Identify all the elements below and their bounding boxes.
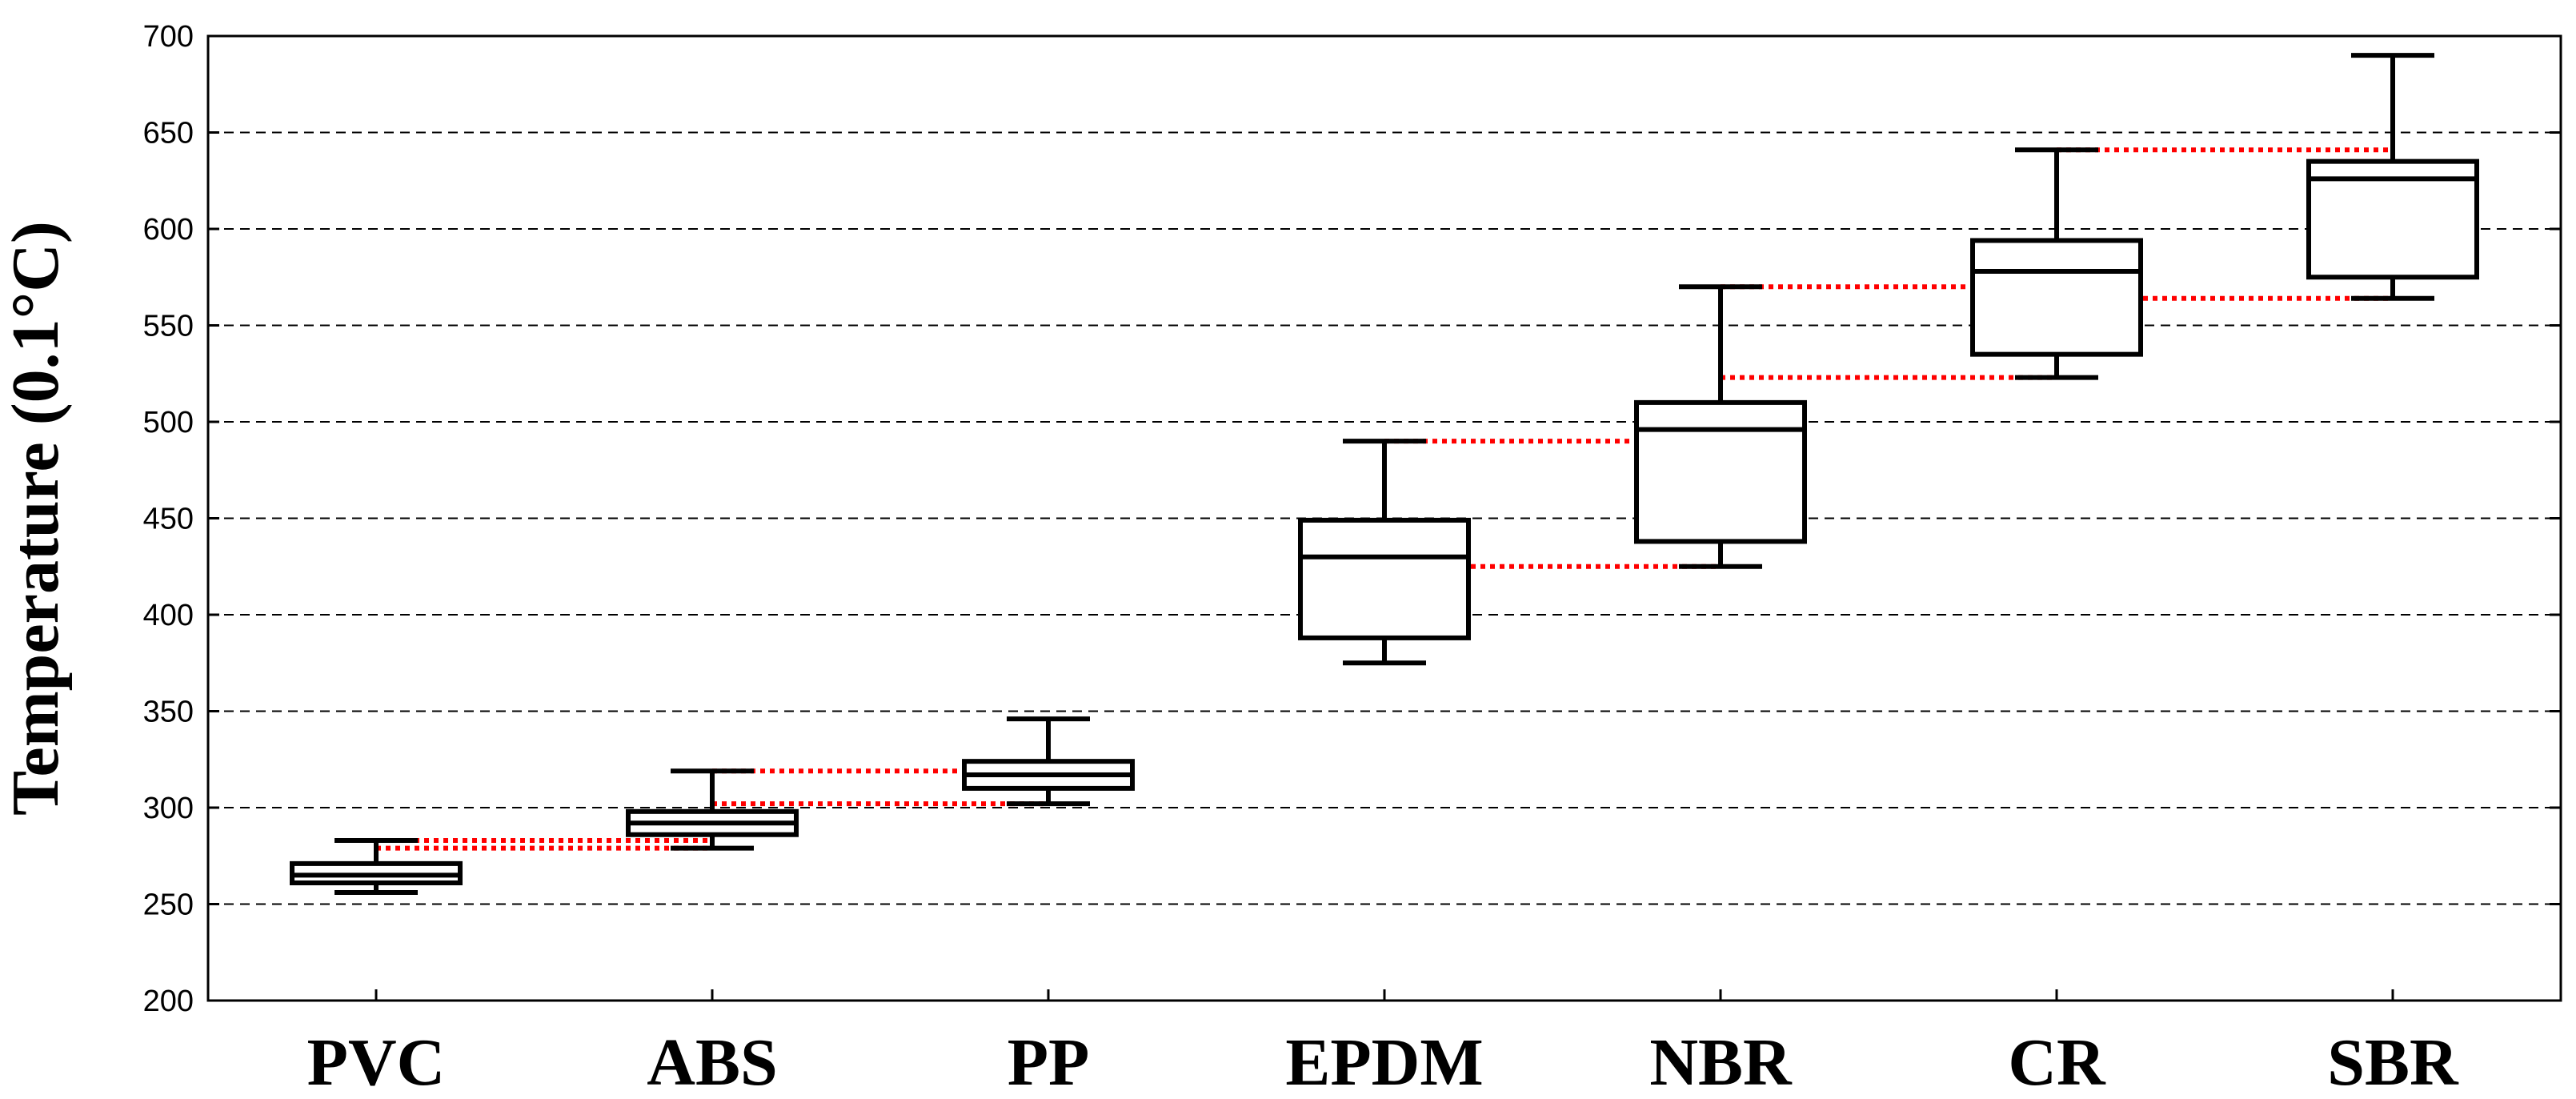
x-tick-label: NBR (1649, 1025, 1793, 1095)
box-pp (962, 716, 1135, 807)
box-cr (1970, 147, 2143, 380)
y-tick-label: 400 (143, 599, 194, 632)
y-axis-ticks: 200 250 300 350 400 450 500 550 600 650 700 (143, 20, 2561, 1018)
box-pvc (290, 837, 463, 896)
x-tick-label: ABS (647, 1025, 777, 1095)
box-series (290, 53, 2479, 896)
x-tick-label: SBR (2327, 1025, 2459, 1095)
y-tick-label: 200 (143, 985, 194, 1018)
x-tick-label: PVC (307, 1025, 446, 1095)
x-tick-label: PP (1008, 1025, 1090, 1095)
iqr-box (1634, 399, 1807, 544)
x-tick-label: CR (2008, 1025, 2106, 1095)
y-tick-label: 300 (143, 792, 194, 825)
box-nbr (1634, 284, 1807, 569)
iqr-box (1298, 517, 1471, 640)
iqr-box (1970, 238, 2143, 357)
box-epdm (1298, 439, 1471, 666)
x-tick-label: EPDM (1285, 1025, 1483, 1095)
x-axis-ticks: PVC ABS PP EPDM NBR CR SBR (307, 989, 2459, 1099)
y-tick-label: 350 (143, 696, 194, 729)
y-axis-label: Temperature (0.1°C) (0, 221, 73, 816)
y-tick-label: 450 (143, 503, 194, 536)
y-tick-label: 600 (143, 213, 194, 247)
y-tick-label: 650 (143, 117, 194, 150)
box-sbr (2306, 53, 2479, 301)
box-abs (626, 768, 799, 851)
y-tick-label: 250 (143, 888, 194, 922)
y-tick-label: 500 (143, 406, 194, 439)
y-tick-label: 550 (143, 310, 194, 343)
y-tick-label: 700 (143, 20, 194, 54)
